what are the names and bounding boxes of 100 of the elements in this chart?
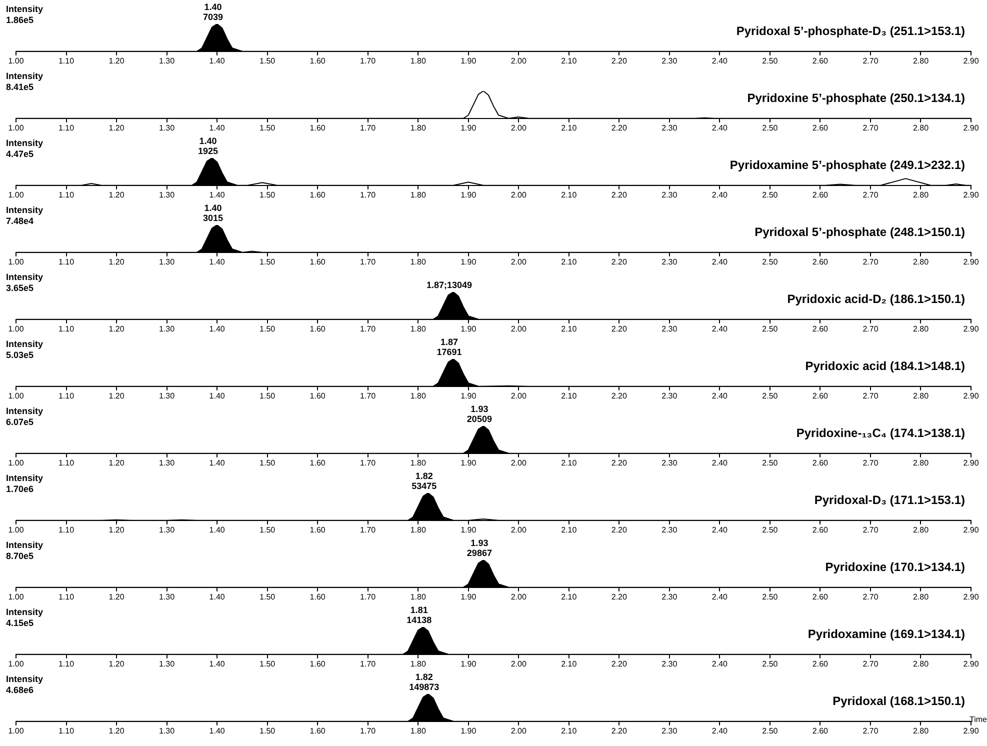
x-tick-label: 2.70 [862,123,879,132]
x-tick-label: 1.00 [8,458,24,468]
x-tick-label: 2.90 [963,726,980,736]
annotation: 8.41e5 [6,82,34,92]
x-tick-label: 1.80 [410,123,426,132]
x-tick-label: 2.30 [662,391,678,400]
x-tick-label: 1.40 [209,726,226,736]
x-tick-label: 1.30 [159,56,176,66]
chart-title: Pyridoxamine 5’-phosphate (249.1>232.1) [730,158,965,172]
chart-title: Pyridoxamine (169.1>134.1) [808,627,965,641]
x-tick-label: 1.00 [8,659,24,668]
x-tick-label: 1.00 [8,592,24,602]
x-tick-label: 2.60 [812,525,829,534]
x-tick-label: 2.00 [510,726,527,736]
x-tick-label: 1.20 [108,726,125,736]
x-tick-label: 2.70 [862,56,879,66]
x-tick-label: 1.10 [58,726,75,736]
x-tick-label: 2.30 [662,525,678,534]
x-tick-label: 2.60 [812,391,829,400]
x-tick-label: 1.90 [460,324,477,334]
x-tick-label: 1.30 [159,257,176,266]
x-tick-label: 2.10 [561,659,578,668]
x-tick-label: 2.10 [561,324,578,334]
chart-title: Pyridoxal 5’-phosphate (248.1>150.1) [754,225,965,239]
x-tick-label: 2.60 [812,726,829,736]
x-tick-label: 1.20 [108,525,125,534]
x-tick-label: 1.70 [360,257,376,266]
x-tick-label: 2.70 [862,257,879,266]
x-tick-label: 1.60 [310,324,326,334]
x-tick-label: 2.20 [611,391,628,400]
x-tick-label: 2.50 [762,190,778,200]
x-tick-label: 1.60 [310,257,326,266]
x-tick-label: 2.50 [762,123,778,132]
annotation: 1.93 20509 [466,404,492,424]
x-tick-label: 2.60 [812,56,829,66]
x-tick-label: 1.70 [360,458,376,468]
x-tick-label: 1.50 [260,324,276,334]
x-tick-label: 2.80 [912,324,930,334]
x-tick-label: 2.00 [510,592,527,602]
annotation: 4.15e5 [6,618,34,628]
x-tick-label: 1.90 [460,458,477,468]
x-tick-label: 2.00 [510,525,527,534]
chart-title: Pyridoxine (170.1>134.1) [825,560,965,574]
x-tick-label: 1.20 [108,123,125,132]
x-tick-label: 1.60 [310,592,326,602]
x-tick-label: 2.70 [862,726,879,736]
x-tick-label: 2.10 [561,391,578,400]
y-axis-title: Intensity [6,272,44,282]
x-tick-label: 1.10 [58,190,75,200]
annotation: 1.93 29867 [466,538,492,558]
x-tick-label: 1.10 [58,123,75,132]
x-tick-label: 2.20 [611,123,628,132]
x-tick-label: 2.30 [662,458,678,468]
x-tick-label: 2.90 [963,659,980,668]
x-tick-label: 1.00 [8,726,24,736]
x-tick-label: 2.40 [712,190,728,200]
x-tick-label: 1.10 [58,257,75,266]
x-tick-label: 2.00 [510,56,527,66]
x-tick-label: 1.90 [460,726,477,736]
x-tick-label: 2.00 [510,324,527,334]
x-tick-label: 1.40 [209,659,226,668]
x-tick-label: 2.40 [712,391,728,400]
annotation: 1.82 53475 [412,470,437,491]
x-tick-label: 2.20 [611,324,628,334]
x-tick-label: 2.20 [611,525,628,534]
annotation: 7.48e4 [6,216,34,226]
x-tick-label: 1.50 [260,592,276,602]
x-tick-label: 2.50 [762,726,778,736]
x-tick-label: 1.30 [159,592,176,602]
x-tick-label: 1.40 [209,190,226,200]
x-tick-label: 1.20 [108,56,125,66]
x-tick-label: 2.10 [561,56,578,66]
chart-title: Pyridoxic acid-D₂ (186.1>150.1) [787,292,965,306]
x-tick-label: 1.20 [108,659,125,668]
annotation: 1.70e6 [6,484,34,494]
x-tick-label: 1.70 [360,592,376,602]
x-tick-label: 1.00 [8,324,24,334]
x-tick-label: 1.40 [209,592,226,602]
x-tick-label: 2.80 [912,391,930,400]
x-tick-label: 2.40 [712,525,728,534]
x-tick-label: 2.40 [712,592,728,602]
x-tick-label: 2.30 [662,659,678,668]
x-tick-label: 1.50 [260,726,276,736]
x-tick-label: 2.20 [611,190,628,200]
x-tick-label: 2.40 [712,56,728,66]
annotation: 6.07e5 [6,417,34,427]
x-tick-label: 2.30 [662,324,678,334]
x-tick-label: 1.00 [8,123,24,132]
x-tick-label: 1.10 [58,324,75,334]
x-tick-label: 1.30 [159,525,176,534]
x-tick-label: 1.70 [360,324,376,334]
x-tick-label: 1.00 [8,525,24,534]
y-axis-title: Intensity [6,540,44,550]
x-tick-label: 1.90 [460,190,477,200]
x-tick-label: 1.80 [410,56,426,66]
x-tick-label: 2.60 [812,592,829,602]
x-tick-label: 1.90 [460,659,477,668]
x-tick-label: 2.40 [712,458,728,468]
x-tick-label: 1.40 [209,257,226,266]
x-tick-label: 1.80 [410,726,426,736]
